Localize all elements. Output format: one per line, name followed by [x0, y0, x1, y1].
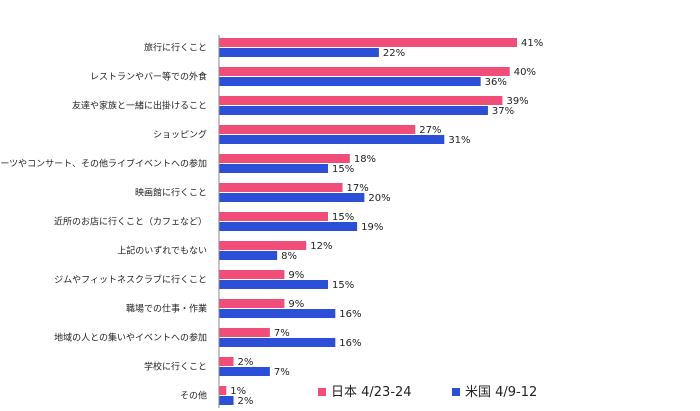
- bar-japan: [219, 154, 350, 163]
- legend-label-japan: 日本 4/23-24: [331, 385, 412, 400]
- category-label: 近所のお店に行くこと（カフェなど）: [54, 216, 207, 228]
- value-label-japan: 12%: [310, 241, 332, 252]
- value-label-us: 8%: [281, 251, 297, 262]
- category-label: スポーツやコンサート、その他ライブイベントへの参加: [0, 158, 207, 170]
- value-label-japan: 41%: [521, 38, 543, 49]
- value-label-us: 36%: [485, 77, 507, 88]
- bar-us: [219, 77, 481, 86]
- bar-us: [219, 251, 278, 260]
- category-label: 上記のいずれでもない: [117, 245, 207, 257]
- bar-japan: [219, 67, 510, 76]
- value-label-us: 19%: [361, 222, 383, 233]
- bar-us: [219, 280, 329, 289]
- value-label-japan: 15%: [332, 212, 354, 223]
- bar-japan: [219, 212, 329, 221]
- bar-us: [219, 164, 329, 173]
- bar-us: [219, 48, 379, 57]
- legend-swatch-japan: [318, 388, 326, 396]
- value-label-us: 2%: [238, 396, 254, 407]
- bars: [219, 38, 517, 405]
- category-label: 旅行に行くこと: [144, 42, 207, 54]
- bar-japan: [219, 270, 285, 279]
- bar-japan: [219, 125, 416, 134]
- category-label: 友達や家族と一緒に出掛けること: [72, 100, 207, 112]
- value-label-us: 16%: [339, 338, 361, 349]
- value-label-japan: 9%: [288, 270, 304, 281]
- bar-us: [219, 338, 336, 347]
- value-label-japan: 39%: [506, 96, 528, 107]
- value-label-us: 22%: [383, 48, 405, 59]
- category-label: 地域の人との集いやイベントへの参加: [54, 332, 207, 344]
- value-label-japan: 7%: [274, 328, 290, 339]
- value-labels: 41%22%40%36%39%37%27%31%18%15%17%20%15%1…: [230, 38, 543, 407]
- legend-label-us: 米国 4/9-12: [465, 385, 537, 400]
- bar-us: [219, 309, 336, 318]
- bar-us: [219, 106, 488, 115]
- bar-japan: [219, 386, 227, 395]
- value-label-us: 15%: [332, 164, 354, 175]
- category-labels: 旅行に行くことレストランやバー等での外食友達や家族と一緒に出掛けることショッピン…: [0, 42, 207, 402]
- value-label-japan: 40%: [514, 67, 536, 78]
- bar-us: [219, 222, 358, 231]
- value-label-japan: 17%: [347, 183, 369, 194]
- bar-japan: [219, 38, 517, 47]
- bar-us: [219, 396, 234, 405]
- value-label-japan: 2%: [238, 357, 254, 368]
- bar-us: [219, 135, 445, 144]
- value-label-us: 31%: [448, 135, 470, 146]
- value-label-us: 15%: [332, 280, 354, 291]
- value-label-us: 16%: [339, 309, 361, 320]
- bar-japan: [219, 299, 285, 308]
- bar-japan: [219, 241, 307, 250]
- value-label-japan: 27%: [419, 125, 441, 136]
- category-label: 職場での仕事・作業: [126, 303, 207, 315]
- value-label-us: 20%: [368, 193, 390, 204]
- category-label: 学校に行くこと: [144, 361, 207, 373]
- legend-swatch-us: [452, 388, 460, 396]
- value-label-us: 37%: [492, 106, 514, 117]
- category-label: レストランやバー等での外食: [90, 71, 207, 83]
- value-label-japan: 9%: [288, 299, 304, 310]
- category-label: その他: [180, 390, 207, 402]
- bar-us: [219, 193, 365, 202]
- value-label-japan: 1%: [230, 386, 246, 397]
- legend: 日本 4/23-24 米国 4/9-12: [318, 385, 537, 400]
- category-label: ショッピング: [153, 129, 207, 141]
- category-label: ジムやフィットネスクラブに行くこと: [54, 274, 207, 286]
- bar-japan: [219, 96, 503, 105]
- value-label-japan: 18%: [354, 154, 376, 165]
- bar-japan: [219, 328, 270, 337]
- bar-us: [219, 367, 270, 376]
- bar-japan: [219, 357, 234, 366]
- bar-japan: [219, 183, 343, 192]
- value-label-us: 7%: [274, 367, 290, 378]
- category-label: 映画館に行くこと: [135, 187, 207, 199]
